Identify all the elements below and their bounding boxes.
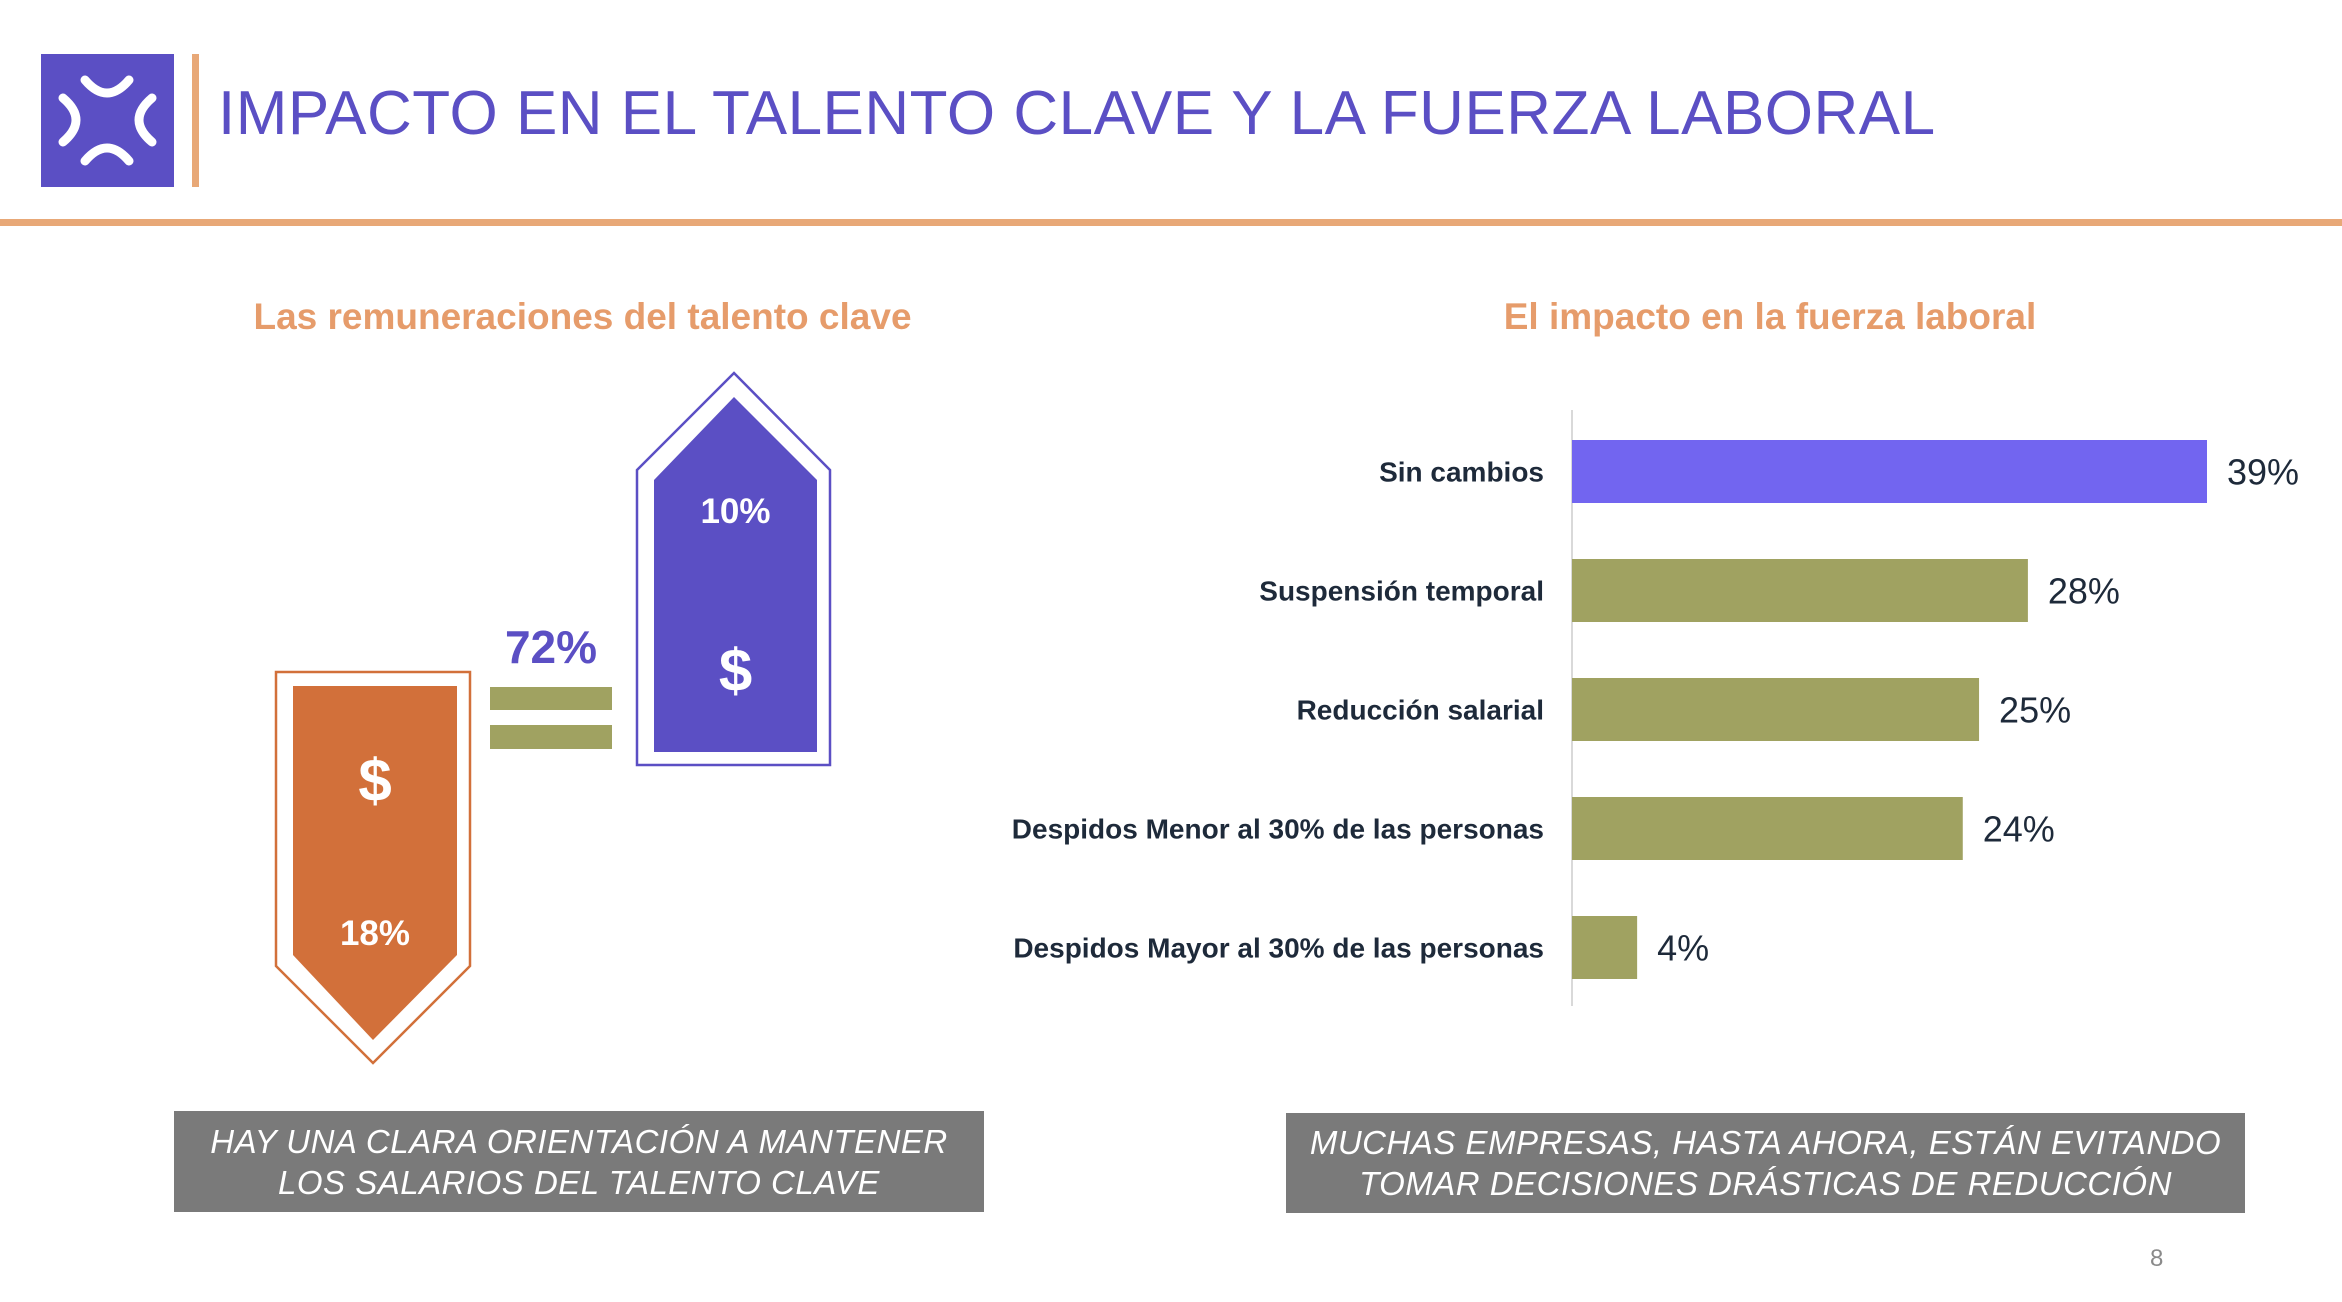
bar-0 bbox=[1572, 440, 2207, 503]
left-callout: HAY UNA CLARA ORIENTACIÓN A MANTENER LOS… bbox=[174, 1111, 984, 1212]
left-callout-line1: HAY UNA CLARA ORIENTACIÓN A MANTENER bbox=[210, 1122, 948, 1160]
equal-bar-bottom bbox=[490, 725, 612, 749]
left-subtitle: Las remuneraciones del talento clave bbox=[253, 296, 912, 337]
decrease-pct: 18% bbox=[339, 914, 411, 953]
page-title: IMPACTO EN EL TALENTO CLAVE Y LA FUERZA … bbox=[218, 79, 1936, 148]
value-label-3: 24% bbox=[1983, 809, 2055, 850]
decrease-arrow bbox=[293, 686, 457, 1040]
same-pct: 72% bbox=[504, 621, 598, 673]
category-label-3: Despidos Menor al 30% de las personas bbox=[1012, 814, 1544, 845]
increase-pct: 10% bbox=[700, 492, 771, 531]
header-rule bbox=[0, 219, 2342, 226]
right-callout-line1: MUCHAS EMPRESAS, HASTA AHORA, ESTÁN EVIT… bbox=[1309, 1124, 2222, 1161]
decrease-dollar-icon: $ bbox=[358, 747, 392, 814]
bar-3 bbox=[1572, 797, 1963, 860]
bar-1 bbox=[1572, 559, 2028, 622]
increase-dollar-icon: $ bbox=[718, 637, 753, 704]
category-label-0: Sin cambios bbox=[1379, 457, 1544, 488]
category-label-2: Reducción salarial bbox=[1297, 695, 1544, 726]
decrease-arrow-outline bbox=[274, 670, 472, 1065]
bar-4 bbox=[1572, 916, 1638, 979]
expand-arrows-icon bbox=[58, 75, 157, 166]
category-label-1: Suspensión temporal bbox=[1259, 576, 1544, 607]
title-divider bbox=[192, 54, 199, 187]
bar-2 bbox=[1572, 678, 1980, 741]
company-logo bbox=[41, 54, 174, 187]
right-callout-line2: TOMAR DECISIONES DRÁSTICAS DE REDUCCIÓN bbox=[1359, 1165, 2172, 1202]
left-callout-line2: LOS SALARIOS DEL TALENTO CLAVE bbox=[278, 1163, 880, 1201]
value-label-0: 39% bbox=[2227, 452, 2299, 493]
increase-arrow-outline bbox=[635, 371, 832, 767]
value-label-4: 4% bbox=[1657, 928, 1709, 969]
value-label-1: 28% bbox=[2048, 571, 2120, 612]
right-subtitle: El impacto en la fuerza laboral bbox=[1503, 296, 2037, 337]
equal-bar-top bbox=[490, 687, 612, 710]
value-label-2: 25% bbox=[1999, 690, 2071, 731]
category-label-4: Despidos Mayor al 30% de las personas bbox=[1013, 933, 1544, 964]
increase-arrow bbox=[654, 397, 817, 752]
right-callout: MUCHAS EMPRESAS, HASTA AHORA, ESTÁN EVIT… bbox=[1286, 1113, 2245, 1213]
page-number: 8 bbox=[2150, 1245, 2164, 1272]
